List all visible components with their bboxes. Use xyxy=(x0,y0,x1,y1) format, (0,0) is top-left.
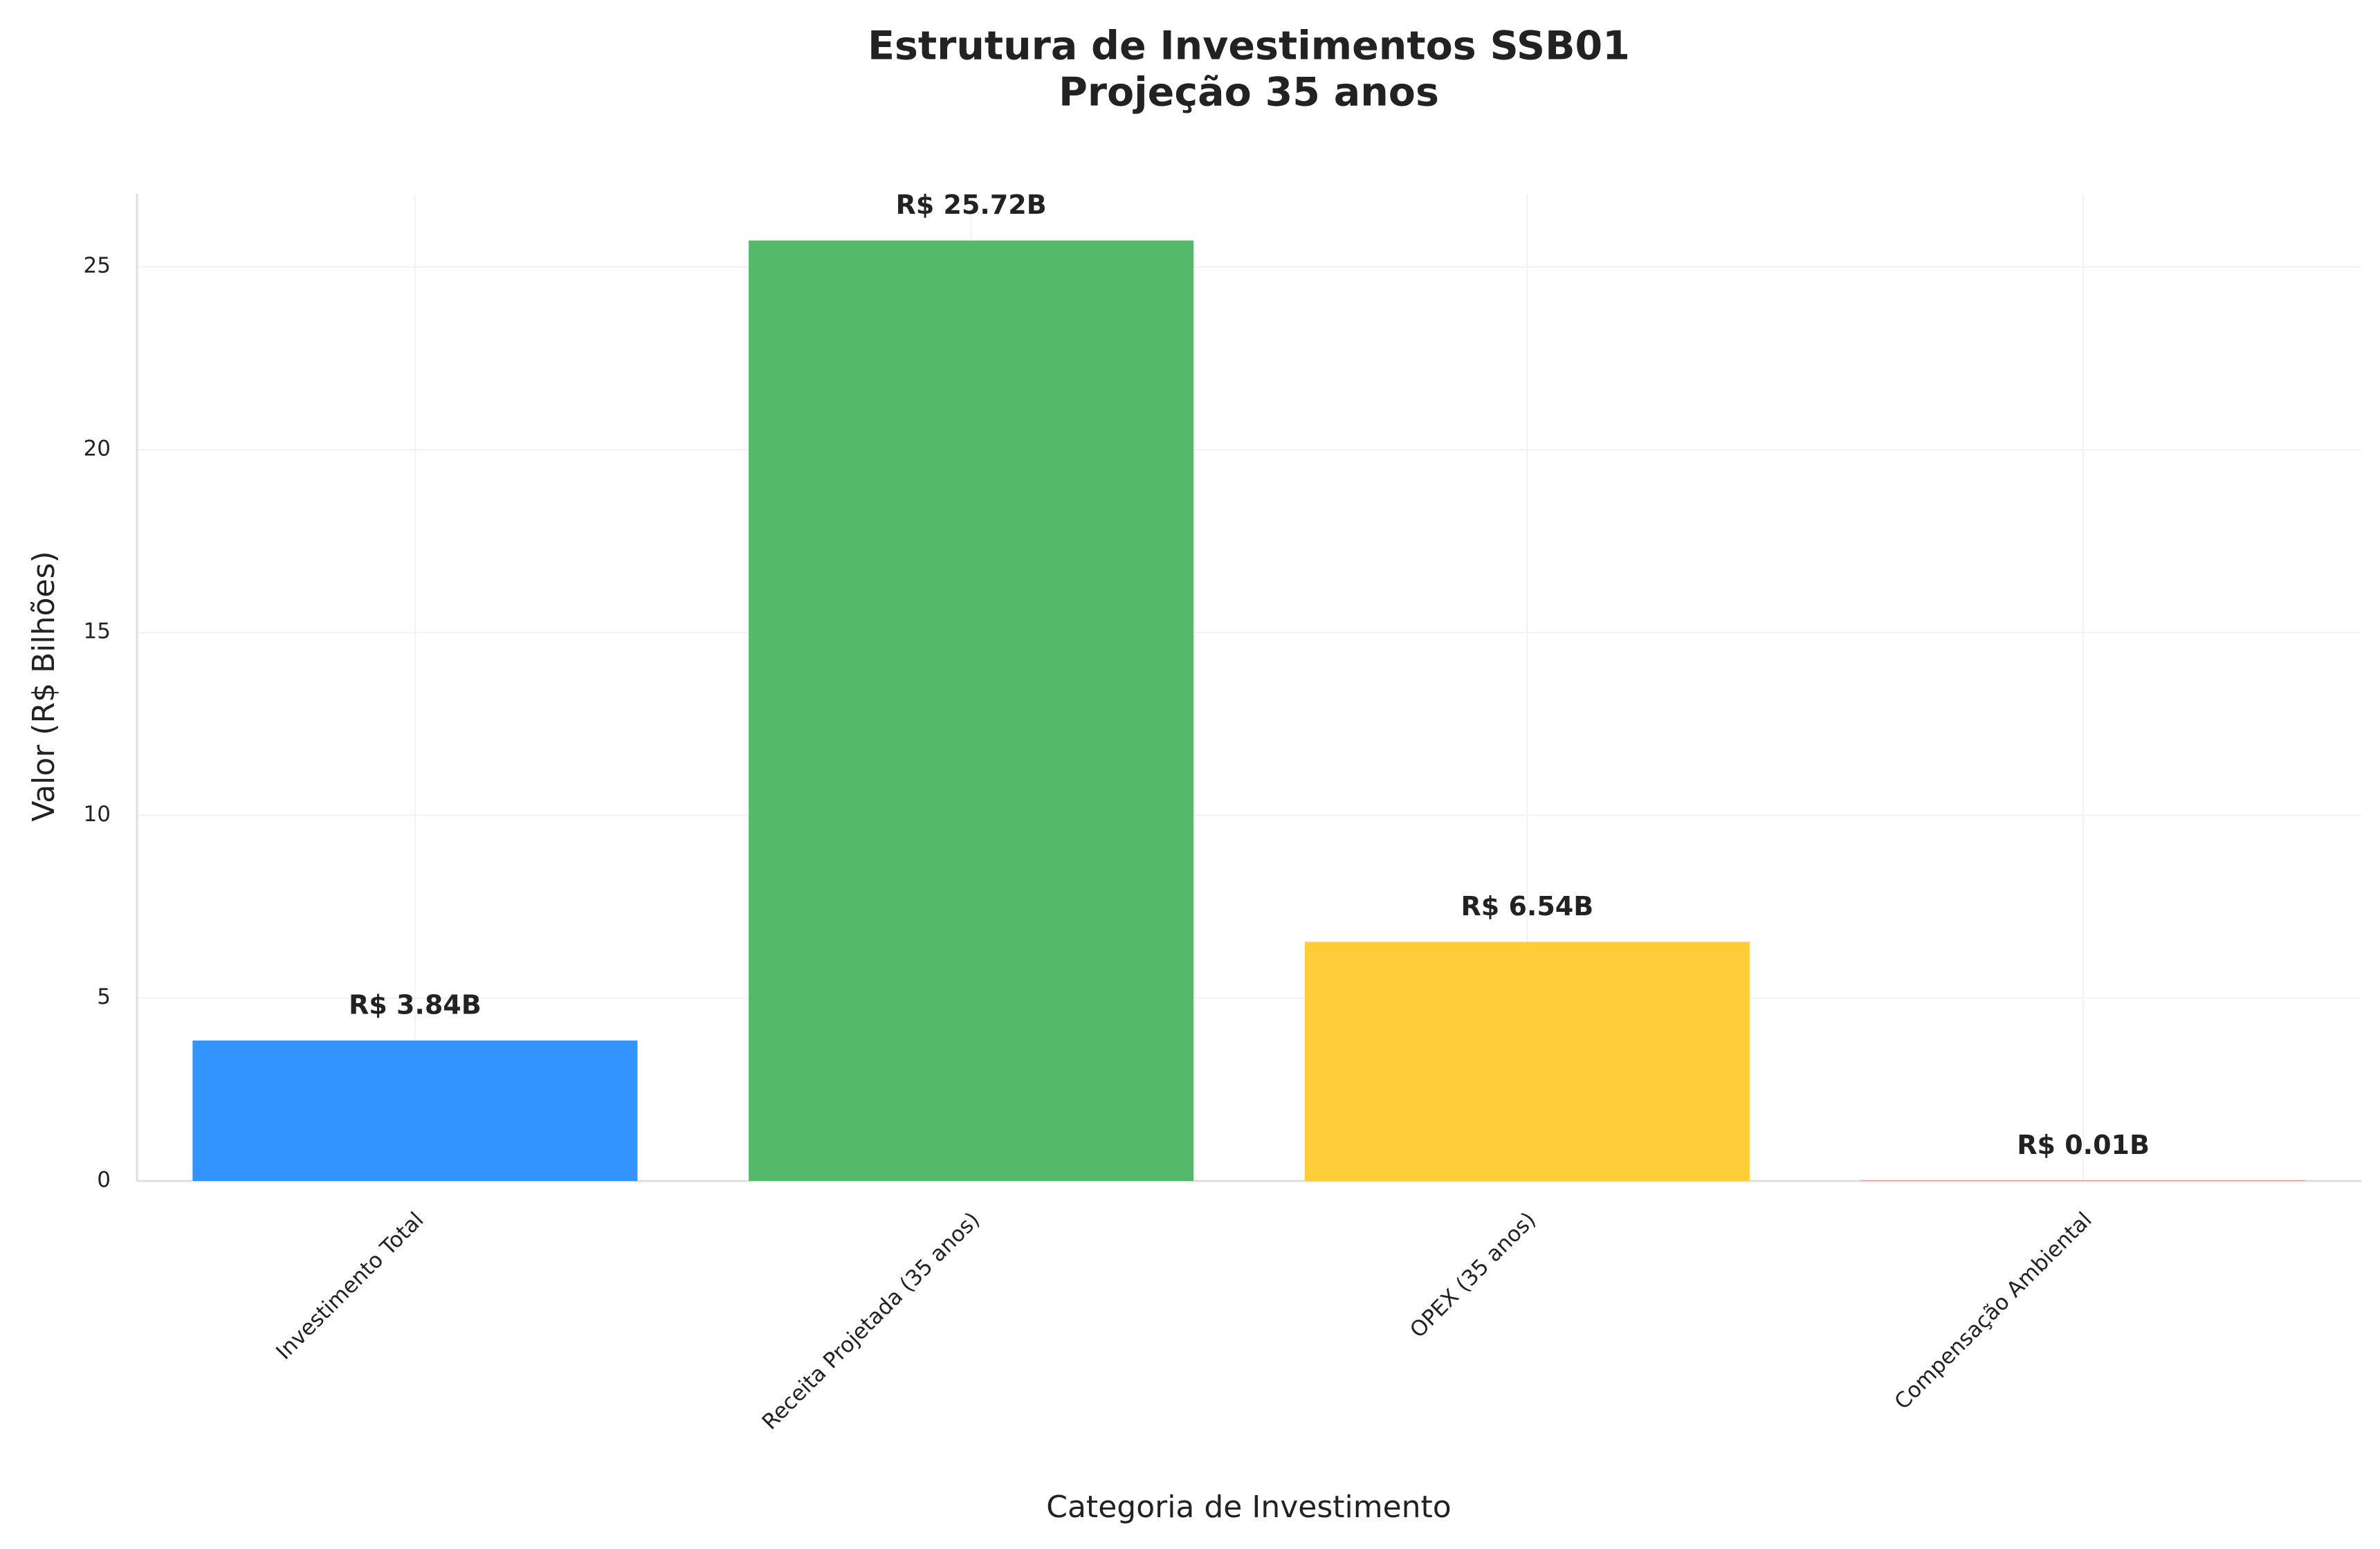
x-tick-label: Receita Projetada (35 anos) xyxy=(758,1207,985,1435)
y-tick-label: 10 xyxy=(84,802,111,827)
x-tick-label: Investimento Total xyxy=(271,1207,428,1364)
value-label: R$ 3.84B xyxy=(349,990,482,1020)
y-axis-label: Valor (R$ Bilhões) xyxy=(26,551,62,821)
y-tick-label: 20 xyxy=(84,436,111,461)
chart-title: Estrutura de Investimentos SSB01 xyxy=(868,24,1630,69)
value-label: R$ 0.01B xyxy=(2017,1130,2150,1160)
x-axis-label: Categoria de Investimento xyxy=(1046,1490,1451,1525)
x-tick-label: OPEX (35 anos) xyxy=(1405,1207,1541,1343)
bar xyxy=(749,240,1194,1181)
y-tick-label: 0 xyxy=(97,1168,111,1193)
y-tick-label: 5 xyxy=(97,984,111,1009)
x-tick-label: Compensação Ambiental xyxy=(1889,1207,2096,1414)
chart-subtitle: Projeção 35 anos xyxy=(1059,70,1439,116)
y-tick-label: 15 xyxy=(84,619,111,644)
bar xyxy=(1860,1180,2306,1181)
bar xyxy=(1304,942,1750,1181)
value-label: R$ 6.54B xyxy=(1461,891,1594,922)
bar xyxy=(192,1041,638,1181)
value-label: R$ 25.72B xyxy=(896,190,1047,220)
y-tick-label: 25 xyxy=(84,253,111,278)
